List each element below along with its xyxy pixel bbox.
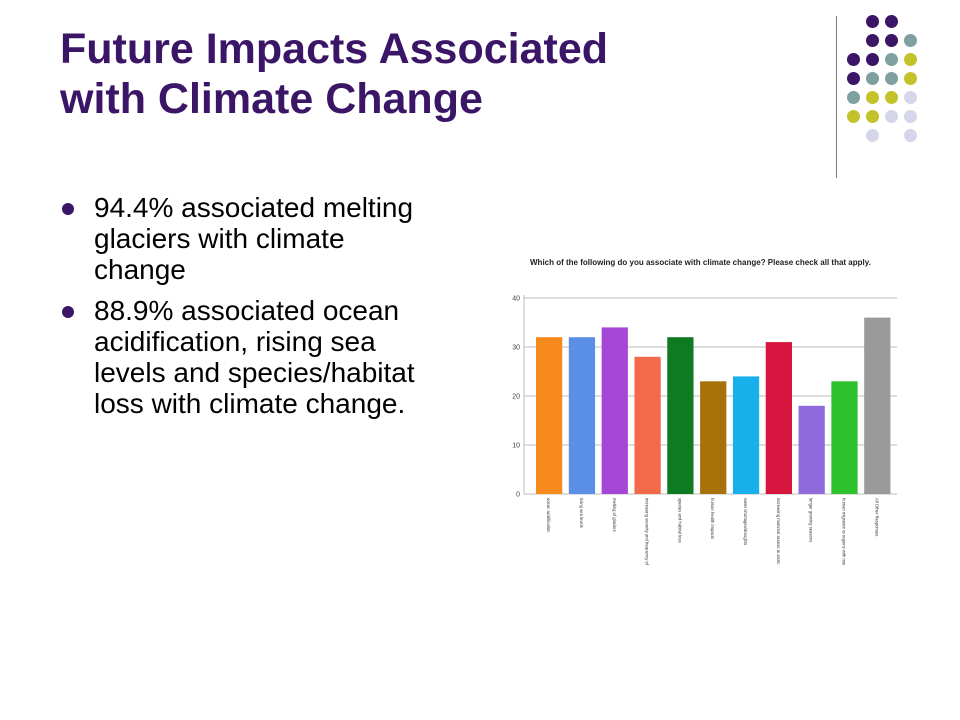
bar: [700, 381, 727, 494]
y-tick-label: 20: [512, 394, 520, 401]
bar: [601, 327, 628, 494]
bullet-dot-icon: [62, 203, 74, 215]
title-divider-line: [836, 16, 837, 178]
bullet-dot-icon: [62, 306, 74, 318]
decorative-dot: [847, 91, 860, 104]
bar: [536, 337, 563, 494]
x-tick-label: species and habitat loss: [677, 498, 682, 543]
decorative-dot: [904, 110, 917, 123]
chart-title: Which of the following do you associate …: [530, 258, 871, 267]
decorative-dot: [904, 72, 917, 85]
decorative-dot: [866, 34, 879, 47]
decorative-dot: [885, 110, 898, 123]
slide-title: Future Impacts Associated with Climate C…: [60, 24, 780, 124]
x-tick-label: rising sea levels: [579, 498, 584, 528]
chart-svg: 0 10 20 30 40 ocean acidification rising sea l…: [512, 295, 897, 615]
decorative-dot: [866, 72, 879, 85]
bullet-list: 94.4% associated melting glaciers with c…: [60, 192, 430, 429]
bullet-text: 94.4% associated melting glaciers with c…: [94, 192, 414, 285]
decorative-dot: [904, 53, 917, 66]
decorative-dot: [866, 53, 879, 66]
x-tick-label: longer growing seasons: [809, 498, 814, 542]
x-tick-label: ocean acidification: [546, 498, 551, 533]
x-tick-label: human migration to regions with more wat…: [841, 498, 846, 565]
decorative-dot: [904, 34, 917, 47]
bar: [568, 337, 596, 494]
decorative-dot: [847, 53, 860, 66]
decorative-dot: [885, 53, 898, 66]
x-tick-label: melting of glaciers: [612, 498, 617, 532]
decorative-dot: [885, 72, 898, 85]
bar: [798, 405, 825, 494]
bar: [732, 376, 760, 494]
slide-title-line-2: with Climate Change: [60, 75, 483, 123]
decorative-dot-grid: [0, 0, 960, 200]
slide-title-line-1: Future Impacts Associated: [60, 25, 608, 73]
bullet-item: 94.4% associated melting glaciers with c…: [60, 192, 430, 285]
decorative-dot: [866, 110, 879, 123]
bar: [831, 381, 858, 494]
bullet-item: 88.9% associated ocean acidification, ri…: [60, 295, 430, 419]
x-tick-label: All Other Responses: [874, 498, 879, 536]
bullet-text: 88.9% associated ocean acidification, ri…: [94, 295, 415, 419]
decorative-dot: [847, 110, 860, 123]
bar: [667, 337, 694, 494]
decorative-dot: [866, 15, 879, 28]
decorative-dot: [866, 91, 879, 104]
y-tick-label: 40: [512, 296, 520, 303]
y-tick-label: 30: [512, 345, 520, 352]
bar: [765, 342, 792, 494]
decorative-dot: [847, 72, 860, 85]
y-tick-label: 10: [512, 443, 520, 450]
bar-chart: Which of the following do you associate …: [500, 255, 910, 615]
bar: [634, 356, 661, 494]
x-tick-label: human health impacts: [710, 498, 715, 539]
x-tick-label: increasing severity and frequency of sto…: [645, 498, 650, 565]
decorative-dot: [885, 91, 898, 104]
x-tick-label: increasing mammal access to arctic regio…: [776, 498, 781, 565]
bar: [864, 317, 891, 494]
decorative-dot: [885, 34, 898, 47]
x-tick-label: water shortages/droughts: [743, 498, 748, 545]
decorative-dot: [885, 15, 898, 28]
y-tick-label: 0: [516, 492, 520, 499]
decorative-dot: [866, 129, 879, 142]
decorative-dot: [904, 91, 917, 104]
decorative-dot: [904, 129, 917, 142]
